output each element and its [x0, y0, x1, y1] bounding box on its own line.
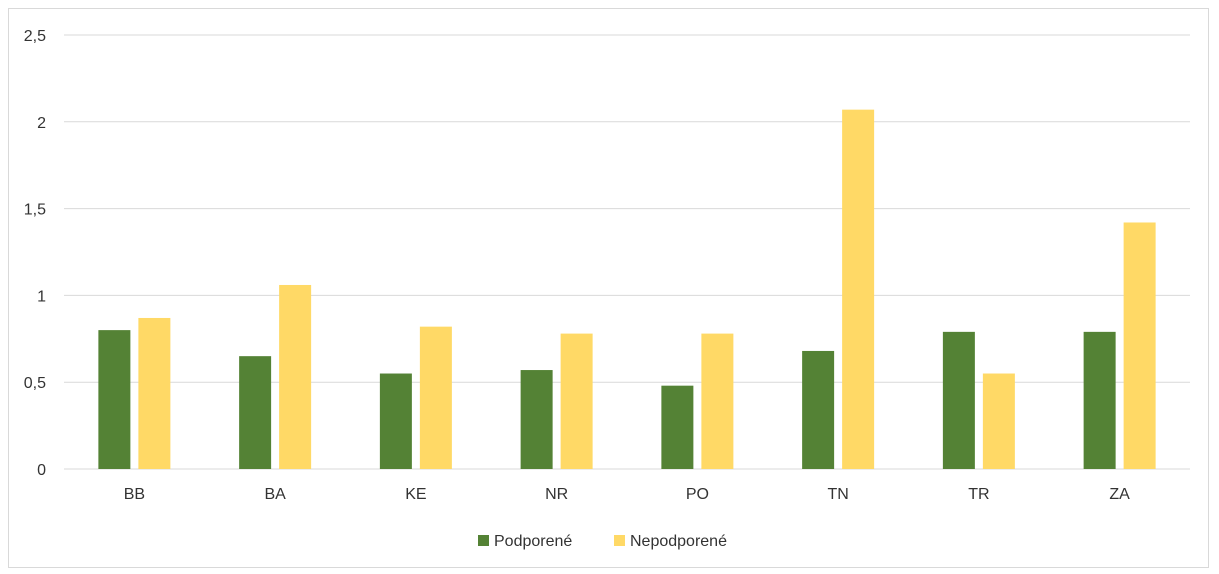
bar-nr-series-0: [520, 370, 553, 469]
y-axis-ticks: 0 0,5 1 1,5 2 2,5: [24, 28, 46, 479]
x-tick-label: TN: [827, 486, 848, 503]
legend-swatch: [614, 535, 625, 546]
legend-label: Podporené: [494, 533, 572, 550]
y-tick-label: 0,5: [24, 375, 46, 392]
bar-tr-series-0: [942, 331, 975, 469]
bar-po-series-1: [701, 333, 734, 469]
x-tick-label: ZA: [1109, 486, 1130, 503]
x-tick-label: KE: [405, 486, 426, 503]
bar-nr-series-1: [560, 333, 593, 469]
y-tick-label: 0: [37, 462, 46, 479]
bar-za-series-1: [1123, 222, 1156, 469]
bar-tn-series-0: [802, 350, 835, 469]
gridlines: [64, 34, 1190, 470]
bar-za-series-0: [1083, 331, 1116, 469]
bar-bb-series-1: [138, 317, 171, 469]
bar-tr-series-1: [982, 373, 1015, 469]
x-tick-label: TR: [968, 486, 989, 503]
bar-ke-series-1: [419, 326, 452, 469]
x-tick-label: BA: [264, 486, 286, 503]
bar-ba-series-1: [279, 284, 312, 469]
legend-label: Nepodporené: [630, 533, 727, 550]
bar-ke-series-0: [379, 373, 412, 469]
x-tick-label: NR: [545, 486, 568, 503]
x-axis-ticks: BB BA KE NR PO TN TR ZA: [124, 486, 1130, 503]
bar-tn-series-1: [842, 109, 875, 469]
bar-ba-series-0: [239, 356, 272, 469]
y-tick-label: 2: [37, 115, 46, 132]
x-tick-label: BB: [124, 486, 145, 503]
bars: [98, 109, 1156, 469]
x-tick-label: PO: [686, 486, 709, 503]
y-tick-label: 2,5: [24, 28, 46, 45]
chart-frame: [8, 8, 1209, 568]
y-tick-label: 1,5: [24, 202, 46, 219]
legend-swatch: [478, 535, 489, 546]
y-tick-label: 1: [37, 288, 46, 305]
bar-bb-series-0: [98, 330, 131, 469]
bar-po-series-0: [661, 385, 694, 469]
legend: Podporené Nepodporené: [478, 533, 727, 550]
